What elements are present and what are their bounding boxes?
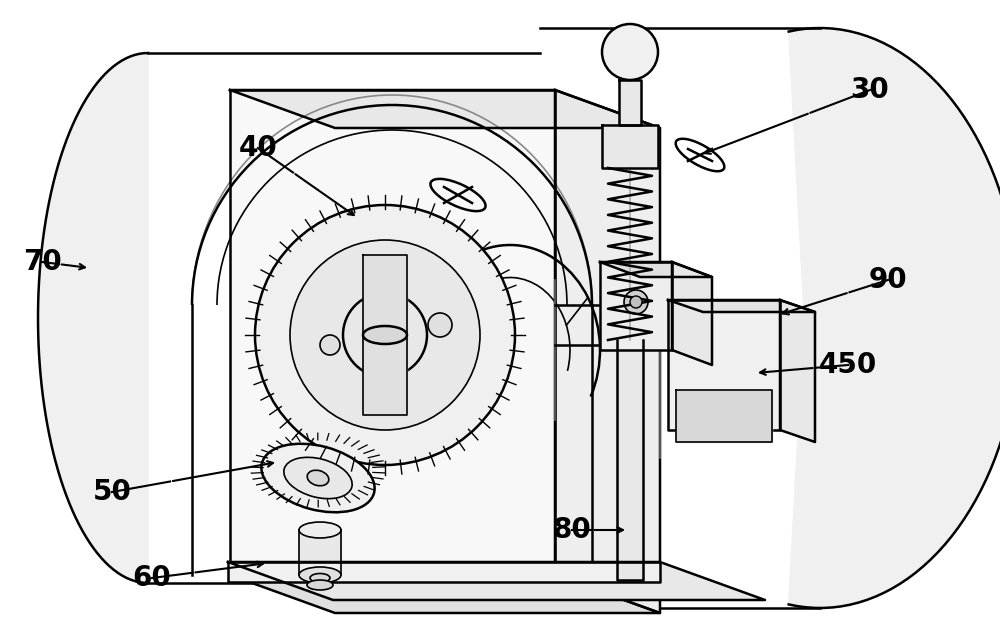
Text: 30: 30 [851,76,889,104]
Polygon shape [676,390,772,442]
Polygon shape [617,340,643,580]
Polygon shape [38,53,148,583]
Text: 80: 80 [553,516,591,544]
Polygon shape [668,300,780,430]
Polygon shape [555,90,660,613]
Ellipse shape [307,580,333,590]
Circle shape [290,240,480,430]
Ellipse shape [299,522,341,538]
Polygon shape [619,80,641,125]
Circle shape [428,313,452,337]
Circle shape [343,293,427,377]
Polygon shape [228,562,765,600]
Ellipse shape [307,470,329,486]
Polygon shape [230,90,660,128]
Ellipse shape [299,567,341,583]
Circle shape [320,335,340,355]
Text: 60: 60 [133,564,171,592]
Text: 70: 70 [23,248,61,276]
Polygon shape [789,28,1000,608]
Polygon shape [668,300,815,312]
Polygon shape [600,262,712,277]
Polygon shape [230,575,660,613]
Ellipse shape [310,573,330,582]
Text: 40: 40 [239,134,277,162]
Polygon shape [602,125,658,168]
Polygon shape [228,562,660,582]
Text: 50: 50 [93,478,131,506]
Polygon shape [600,262,672,350]
Ellipse shape [363,326,407,344]
Circle shape [624,290,648,314]
Text: 90: 90 [869,266,907,294]
Circle shape [630,296,642,308]
Circle shape [255,205,515,465]
Circle shape [602,24,658,80]
Polygon shape [672,262,712,365]
Polygon shape [363,255,407,415]
Polygon shape [299,530,341,575]
Ellipse shape [261,444,375,512]
Polygon shape [230,90,555,575]
Text: 450: 450 [819,351,877,379]
Polygon shape [780,300,815,442]
Ellipse shape [284,457,352,499]
